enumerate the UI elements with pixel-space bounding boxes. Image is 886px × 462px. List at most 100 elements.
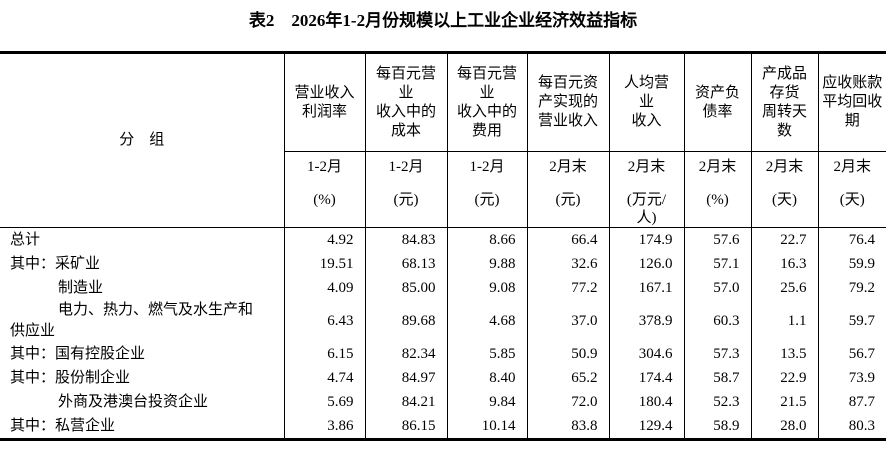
table-cell: 6.15 (283, 342, 365, 366)
column-header-name: 资产负 债率 (683, 52, 751, 152)
column-unit: (元) (393, 192, 419, 208)
table-cell: 65.2 (526, 366, 609, 390)
table-cell: 32.6 (526, 252, 609, 276)
header-row-period-unit: 1-2月 (%) 1-2月 (元) 1-2月 (元) 2月末 (元) 2月末 (万元/ 人) 2月末… (0, 151, 886, 228)
column-unit: (%) (706, 192, 729, 208)
table-cell: 37.0 (526, 300, 609, 342)
table-cell: 25.6 (750, 276, 818, 300)
row-label: 制造业 (0, 276, 284, 300)
table-cell: 4.09 (283, 276, 365, 300)
table-cell: 50.9 (526, 342, 609, 366)
column-period: 2月末 (698, 159, 737, 175)
row-prefix: 其中： (10, 417, 56, 434)
row-label-text: 采矿业 (55, 255, 101, 272)
table-header: 分 组 营业收入 利润率 每百元营 业 收入中的 成本 每百元营 业 收入中的 费用… (0, 52, 886, 228)
table-body: 总计 4.92 84.83 8.66 66.4 174.9 57.6 22.7 76.4 其中：采… (0, 227, 886, 440)
table-cell: 60.3 (683, 300, 751, 342)
table-cell: 28.0 (750, 414, 818, 440)
table-title: 表2 2026年1-2月份规模以上工业企业经济效益指标 (248, 11, 638, 30)
table-row: 总计 4.92 84.83 8.66 66.4 174.9 57.6 22.7 76.4 (0, 227, 886, 253)
table-cell: 16.3 (750, 252, 818, 276)
table-cell: 84.21 (364, 390, 447, 414)
column-period: 2月末 (765, 159, 804, 175)
table-row: 电力、热力、燃气及水生产和 供应业 6.43 89.68 4.68 37.0 378.9 6… (0, 300, 886, 342)
column-header-name: 每百元资 产实现的 营业收入 (526, 52, 609, 152)
row-label-text: 外商及港澳台投资企业 (58, 393, 209, 410)
table-cell: 174.4 (608, 366, 684, 390)
column-header-period-unit: 1-2月 (元) (364, 151, 447, 228)
table-cell: 87.7 (817, 390, 886, 414)
column-header-name: 产成品 存货 周转天 数 (750, 52, 818, 152)
page: 表2 2026年1-2月份规模以上工业企业经济效益指标 分 组 营业收入 利润率… (0, 10, 886, 441)
table-cell: 13.5 (750, 342, 818, 366)
table-cell: 5.69 (283, 390, 365, 414)
table-cell: 84.83 (364, 227, 447, 252)
table-cell: 79.2 (817, 276, 886, 300)
column-header-period-unit: 1-2月 (%) (283, 151, 365, 228)
table-row: 其中：采矿业 19.51 68.13 9.88 32.6 126.0 57.1 16.3 59.… (0, 252, 886, 276)
table-cell: 1.1 (750, 300, 818, 342)
table-cell: 10.14 (446, 414, 527, 440)
column-header-name: 每百元营 业 收入中的 费用 (446, 52, 527, 152)
table-cell: 59.7 (817, 300, 886, 342)
row-label: 其中：采矿业 (0, 252, 284, 276)
row-prefix: 其中： (10, 369, 56, 386)
row-label-text: 股份制企业 (55, 369, 131, 386)
column-header-period-unit: 2月末 (天) (750, 151, 818, 228)
table-cell: 58.7 (683, 366, 751, 390)
table-row: 其中：国有控股企业 6.15 82.34 5.85 50.9 304.6 57.3 13.5 5… (0, 342, 886, 366)
table-row: 其中：股份制企业 4.74 84.97 8.40 65.2 174.4 58.7 22.9 73… (0, 366, 886, 390)
table-cell: 180.4 (608, 390, 684, 414)
table-cell: 80.3 (817, 414, 886, 440)
table-cell: 77.2 (526, 276, 609, 300)
table-cell: 304.6 (608, 342, 684, 366)
table-cell: 21.5 (750, 390, 818, 414)
column-header-name: 营业收入 利润率 (283, 52, 365, 152)
table-cell: 22.7 (750, 227, 818, 252)
row-label: 总计 (0, 228, 284, 253)
table-row: 制造业 4.09 85.00 9.08 77.2 167.1 57.0 25.6 79.2 (0, 276, 886, 300)
column-period: 2月末 (549, 159, 587, 175)
column-period: 1-2月 (388, 159, 424, 175)
column-unit: (元) (555, 192, 581, 208)
table-cell: 126.0 (608, 252, 684, 276)
column-period: 1-2月 (307, 159, 342, 175)
row-label: 电力、热力、燃气及水生产和 供应业 (0, 300, 284, 342)
column-header-period-unit: 2月末 (元) (526, 151, 609, 228)
table-cell: 72.0 (526, 390, 609, 414)
table-cell: 59.9 (817, 252, 886, 276)
table-cell: 66.4 (526, 227, 609, 252)
column-header-period-unit: 2月末 (%) (683, 151, 751, 228)
table-cell: 57.6 (683, 227, 751, 252)
row-label-text: 私营企业 (55, 417, 116, 434)
column-unit: (天) (839, 192, 865, 208)
column-period: 1-2月 (469, 159, 505, 175)
column-unit: (元) (474, 192, 500, 208)
table-cell: 4.68 (446, 300, 527, 342)
table-cell: 57.3 (683, 342, 751, 366)
table-cell: 4.92 (283, 227, 365, 252)
table-cell: 3.86 (283, 414, 365, 440)
column-header-period-unit: 2月末 (天) (817, 151, 886, 228)
row-prefix: 其中： (10, 345, 56, 362)
table-cell: 6.43 (283, 300, 365, 342)
row-label: 其中：国有控股企业 (0, 342, 284, 366)
economic-indicators-table: 分 组 营业收入 利润率 每百元营 业 收入中的 成本 每百元营 业 收入中的 费用… (0, 51, 886, 441)
column-period: 2月末 (627, 159, 666, 175)
table-cell: 174.9 (608, 227, 684, 252)
group-column-header: 分 组 (0, 52, 284, 228)
table-cell: 84.97 (364, 366, 447, 390)
column-period: 2月末 (833, 159, 871, 175)
row-label-text: 总计 (10, 231, 41, 248)
row-prefix: 其中： (10, 255, 56, 272)
table-cell: 8.40 (446, 366, 527, 390)
column-header-period-unit: 1-2月 (元) (446, 151, 527, 228)
table-cell: 76.4 (817, 227, 886, 252)
table-cell: 19.51 (283, 252, 365, 276)
table-cell: 378.9 (608, 300, 684, 342)
column-unit: (天) (772, 192, 797, 208)
column-unit: (万元/ 人) (626, 192, 667, 226)
table-cell: 73.9 (817, 366, 886, 390)
table-cell: 89.68 (364, 300, 447, 342)
column-header-period-unit: 2月末 (万元/ 人) (608, 151, 684, 228)
